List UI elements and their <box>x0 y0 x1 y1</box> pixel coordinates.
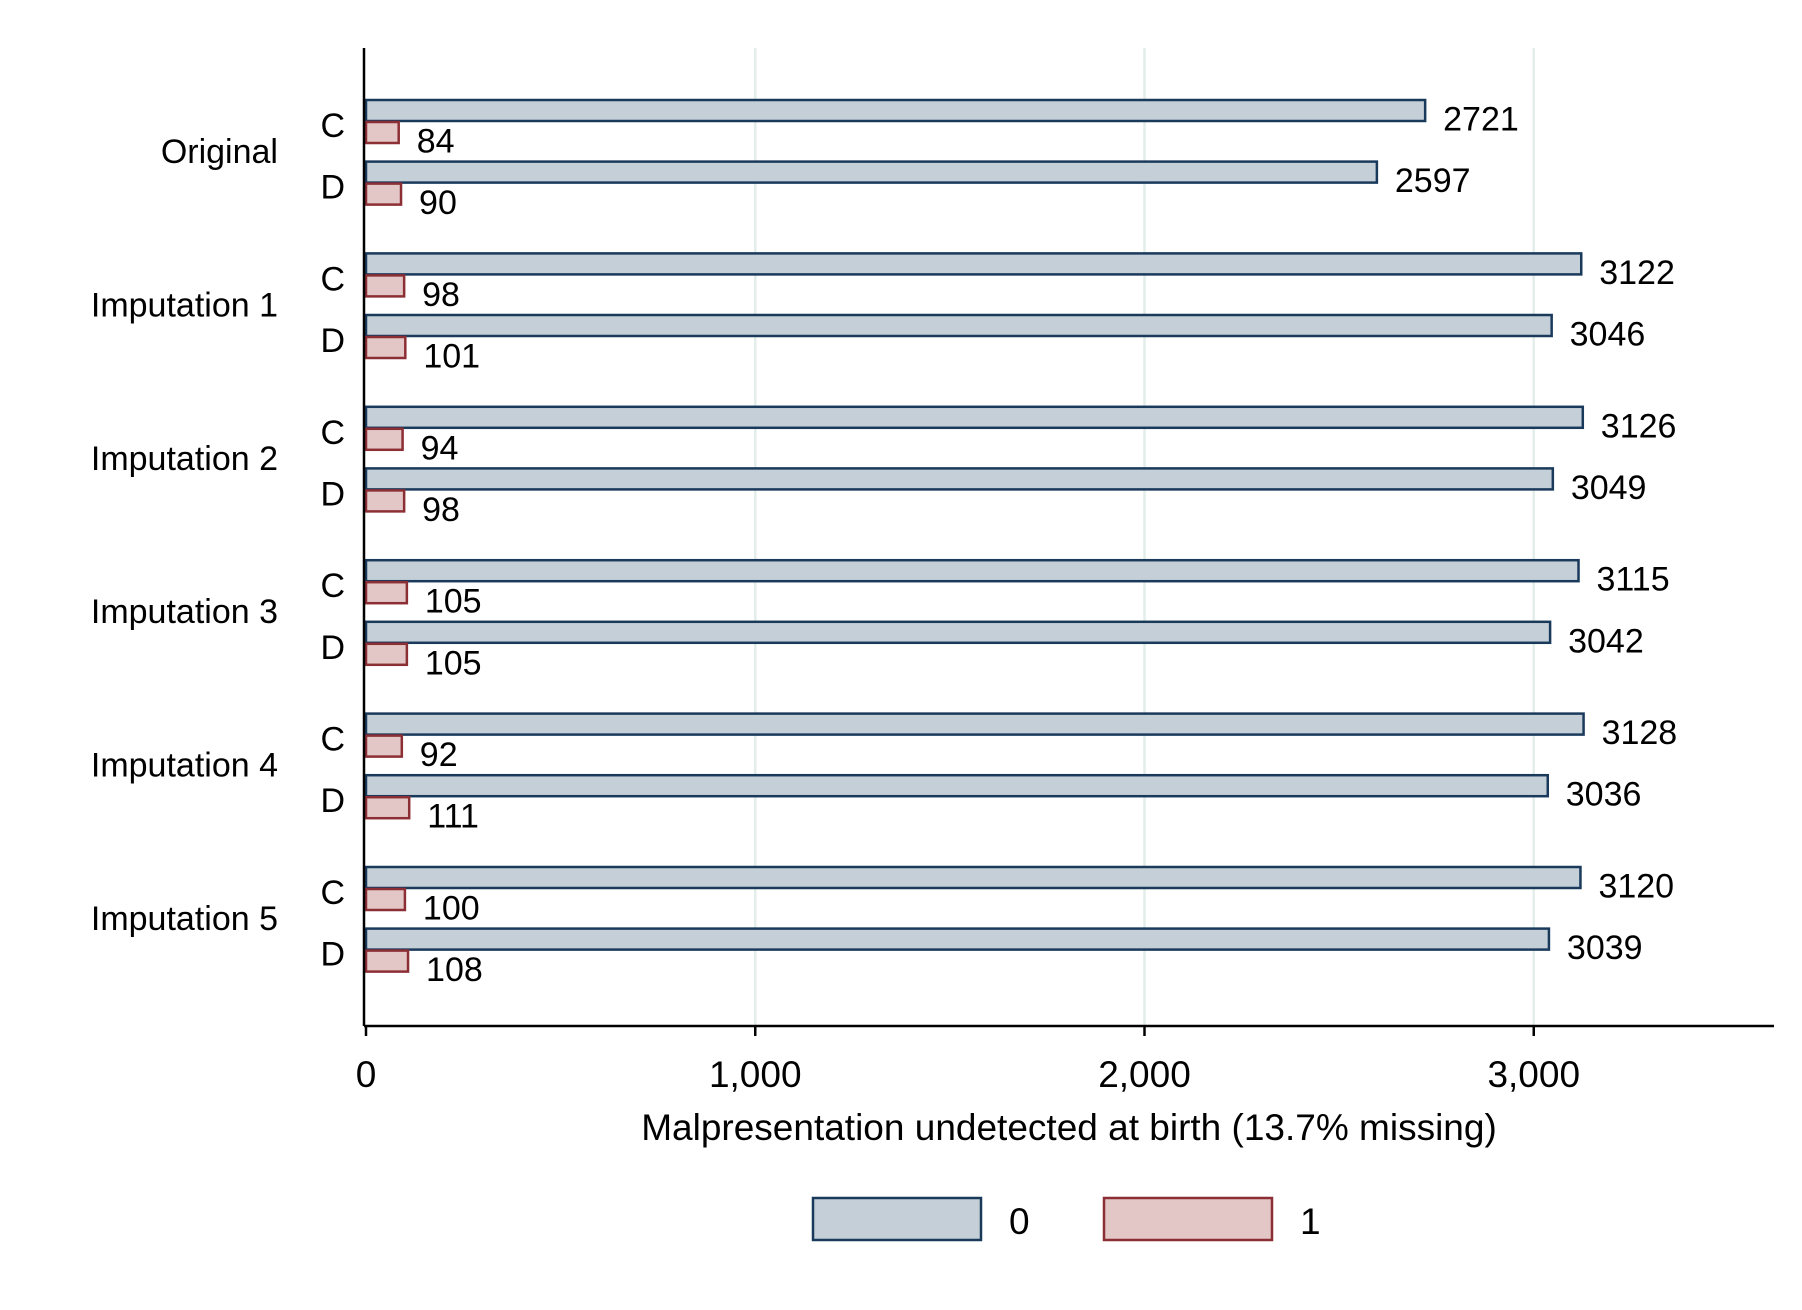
legend-swatch-0 <box>811 1196 983 1242</box>
bar-series-1 <box>364 182 403 206</box>
bar-series-0 <box>364 712 1585 736</box>
bar-series-1 <box>364 335 407 360</box>
bar-series-0 <box>364 313 1553 338</box>
x-tick-label: 1,000 <box>709 1054 802 1095</box>
bar-value-label: 111 <box>427 798 479 836</box>
bar-series-0 <box>364 160 1379 184</box>
subgroup-label: D <box>320 936 345 974</box>
bar-value-label: 3049 <box>1571 469 1647 507</box>
bar-value-label: 101 <box>423 338 480 376</box>
legend-swatch-1 <box>1102 1196 1274 1242</box>
subgroup-label: C <box>320 874 345 912</box>
bar-series-0 <box>364 927 1551 951</box>
subgroup-label: D <box>320 782 345 820</box>
bar-value-label: 2597 <box>1395 162 1471 200</box>
bar-series-1 <box>364 795 411 820</box>
bar-series-0 <box>364 467 1555 491</box>
group-label: Imputation 4 <box>91 747 278 785</box>
group-label: Imputation 5 <box>91 900 278 938</box>
x-axis-title: Malpresentation undetected at birth (13.… <box>641 1107 1497 1148</box>
bar-series-1 <box>364 734 404 758</box>
bar-value-label: 84 <box>417 123 455 161</box>
subgroup-label: D <box>320 169 345 207</box>
bar-series-1 <box>364 642 409 667</box>
bar-series-0 <box>364 252 1583 276</box>
bar-value-label: 3126 <box>1601 407 1677 445</box>
bar-value-label: 3039 <box>1567 929 1643 967</box>
bars <box>364 98 1585 973</box>
bar-labels: Original C 2721 84 D 2597 90 Imputation 1 C 3122 9… <box>91 101 1677 990</box>
bar-value-label: 3115 <box>1597 561 1670 599</box>
bar-value-label: 98 <box>422 276 460 314</box>
subgroup-label: C <box>320 567 345 605</box>
group-label: Imputation 3 <box>91 593 278 631</box>
subgroup-label: C <box>320 260 345 298</box>
bar-series-0 <box>364 865 1582 890</box>
bar-value-label: 105 <box>425 583 482 621</box>
subgroup-label: C <box>320 107 345 145</box>
bar-value-label: 3128 <box>1602 714 1678 752</box>
bar-value-label: 3122 <box>1599 254 1675 292</box>
bar-value-label: 90 <box>419 184 457 222</box>
subgroup-label: C <box>320 414 345 452</box>
subgroup-label: D <box>320 629 345 667</box>
legend: 0 1 <box>811 1196 1321 1242</box>
bar-series-1 <box>364 274 406 298</box>
bar-series-0 <box>364 773 1550 798</box>
bar-value-label: 108 <box>426 951 483 989</box>
bar-value-label: 3042 <box>1568 622 1644 660</box>
bar-series-1 <box>364 427 404 452</box>
bar-value-label: 3036 <box>1566 776 1642 814</box>
bar-value-label: 2721 <box>1443 101 1519 139</box>
group-label: Original <box>161 133 278 171</box>
bar-value-label: 98 <box>422 491 460 529</box>
bar-series-1 <box>364 887 407 912</box>
subgroup-label: D <box>320 475 345 513</box>
x-tick-label: 0 <box>356 1054 377 1095</box>
group-label: Imputation 2 <box>91 440 278 478</box>
axes <box>362 48 1774 1028</box>
bar-series-0 <box>364 558 1580 583</box>
bar-series-1 <box>364 489 406 513</box>
bar-value-label: 3046 <box>1570 316 1646 354</box>
x-axis-ticks: 0 1,000 2,000 3,000 <box>356 1026 1580 1095</box>
group-label: Imputation 1 <box>91 286 278 324</box>
bar-value-label: 100 <box>423 890 480 928</box>
bar-series-1 <box>364 580 409 605</box>
legend-label-1: 1 <box>1300 1201 1321 1242</box>
bar-series-0 <box>364 98 1427 123</box>
bar-series-0 <box>364 405 1585 430</box>
bar-value-label: 105 <box>425 644 482 682</box>
x-tick-label: 3,000 <box>1487 1054 1580 1095</box>
subgroup-label: C <box>320 721 345 759</box>
bar-series-1 <box>364 949 410 973</box>
subgroup-label: D <box>320 322 345 360</box>
bar-value-label: 92 <box>420 736 458 774</box>
bar-series-0 <box>364 620 1552 645</box>
bar-series-1 <box>364 120 400 145</box>
gridlines <box>754 48 1535 1026</box>
bar-value-label: 94 <box>421 429 459 467</box>
legend-label-0: 0 <box>1009 1201 1030 1242</box>
x-tick-label: 2,000 <box>1098 1054 1191 1095</box>
bar-value-label: 3120 <box>1598 868 1674 906</box>
